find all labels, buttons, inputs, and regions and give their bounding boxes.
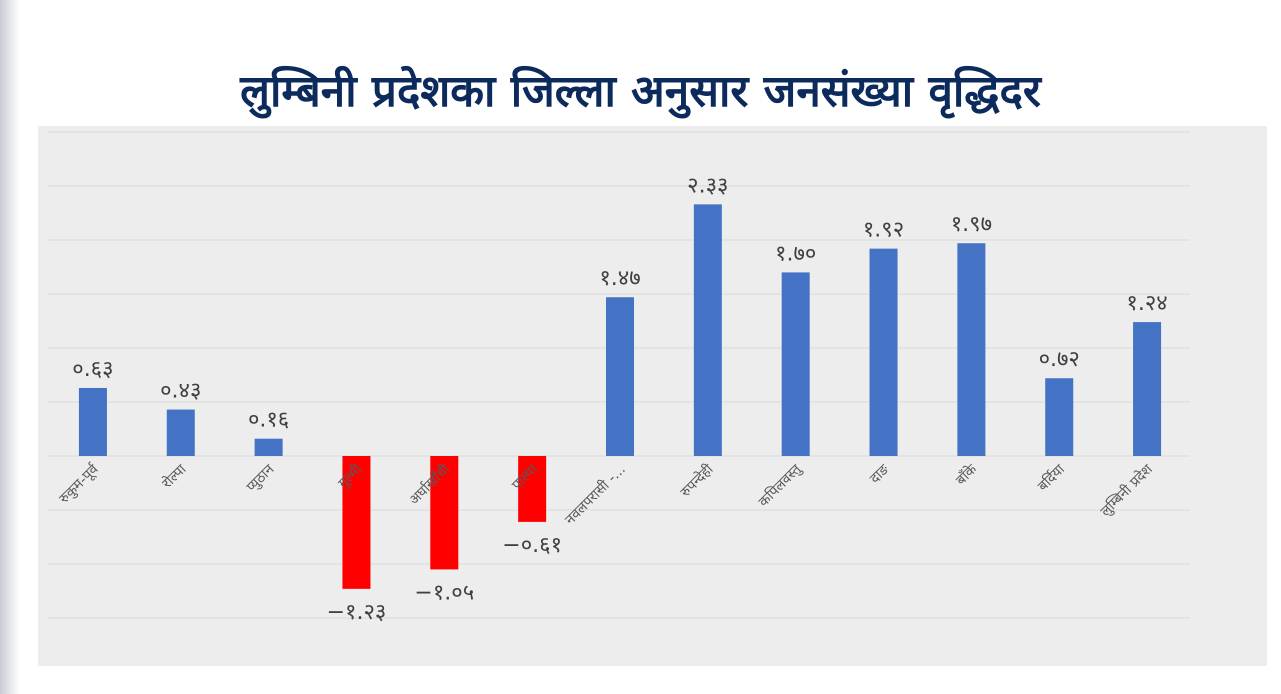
data-label: १.२४ [1126,291,1167,316]
category-tick-label: कपिलवस्तु [755,460,805,510]
bar [518,456,547,522]
category-tick-label: बाँके [952,461,980,489]
data-label: ०.७२ [1039,347,1080,372]
data-label: १.४७ [599,266,640,291]
data-label: ०.१६ [248,408,289,433]
category-tick-label: नवलपरासी -... [561,461,628,528]
category-tick-label: दाङ [867,461,893,487]
bar-chart: ०.६३ रुकुम-पूर्व ०.४३ रोल्पा ०.१६ प्युठान −१.२… [48,131,1190,625]
chart-plot-area: ०.६३ रुकुम-पूर्व ०.४३ रोल्पा ०.१६ प्युठान −१.२… [38,126,1267,666]
bar [606,297,634,456]
data-label: ०.४३ [160,379,201,404]
data-label: −०.६१ [502,533,562,558]
slide-left-edge [0,0,20,694]
bar [957,243,986,456]
category-tick-label: रोल्पा [159,461,190,492]
data-label: −१.०५ [414,580,474,605]
data-label: ०.६३ [72,357,113,382]
bar [342,456,371,589]
category-tick-label: लुम्बिनी प्रदेश [1097,460,1156,519]
category-tick-label: रुकुम-पूर्व [56,460,103,507]
category-tick-label: रुपन्देही [677,461,717,501]
category-tick-label: प्युठान [244,461,278,495]
bar [78,387,107,456]
data-label: −१.२३ [327,600,387,625]
bar [781,272,810,456]
bar [869,248,898,456]
category-tick-label: बर्दिया [1034,461,1068,495]
bar [430,456,459,570]
data-label: १.७० [775,241,816,266]
bar [1133,322,1162,456]
data-label: २.३३ [687,173,728,198]
bar [693,204,722,456]
bar [166,409,195,456]
bar [1045,378,1074,456]
data-label: १.९७ [951,212,992,237]
chart-title: लुम्बिनी प्रदेशका जिल्ला अनुसार जनसंख्या… [240,66,1041,117]
data-label: १.९२ [863,218,904,243]
bar [254,438,283,456]
